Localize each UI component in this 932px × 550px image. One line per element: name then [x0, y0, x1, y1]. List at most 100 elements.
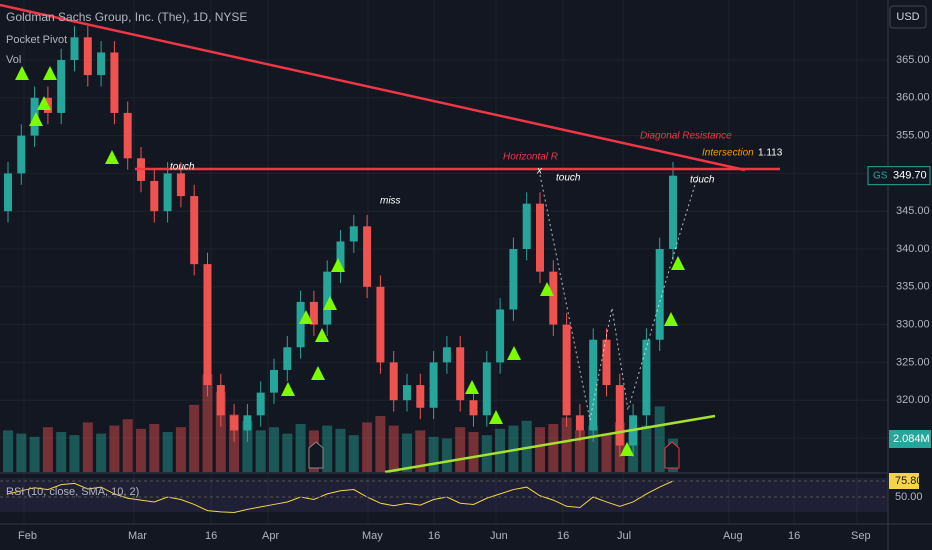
volume-bar: [295, 424, 306, 472]
candle-body: [230, 415, 239, 431]
volume-bar: [561, 417, 572, 472]
candle-body: [589, 339, 598, 431]
candle-body: [349, 226, 358, 242]
volume-bar: [588, 425, 599, 472]
candle-body: [176, 173, 185, 197]
pattern-path: [539, 174, 699, 421]
last-symbol: GS: [873, 170, 888, 181]
volume-bar: [242, 420, 253, 472]
candle-body: [216, 385, 225, 416]
candle-body: [283, 347, 292, 370]
price-tick-label: 320.00: [896, 394, 930, 406]
currency-label: USD: [896, 11, 919, 23]
candle-body: [536, 203, 544, 272]
candle-body: [615, 385, 624, 446]
volume-label: Vol: [6, 54, 21, 66]
candle-body: [655, 249, 664, 340]
annotation: Diagonal Resistance: [640, 131, 732, 142]
volume-bar: [535, 427, 545, 472]
candle-body: [309, 301, 318, 325]
candle-body: [575, 415, 584, 431]
price-tick-label: 325.00: [896, 356, 930, 368]
date-label: Sep: [851, 530, 871, 542]
date-label: Mar: [128, 530, 147, 542]
volume-bar: [468, 432, 479, 472]
candle-body: [150, 180, 159, 212]
date-label: Jul: [617, 530, 631, 542]
volume-bar: [654, 406, 665, 472]
volume-bar: [255, 430, 266, 472]
annotation: x: [536, 166, 543, 177]
volume-bar: [149, 424, 160, 472]
volume-bar: [229, 414, 240, 472]
candle-body: [602, 339, 611, 386]
candle-body: [203, 264, 212, 386]
last-price-badge: [867, 166, 931, 186]
candle-body: [456, 347, 465, 401]
volume-bar: [136, 428, 146, 472]
last-volume-badge: [889, 430, 931, 448]
price-tick-label: 335.00: [896, 281, 930, 293]
annotation: touch: [170, 162, 195, 173]
candle-body: [70, 37, 79, 60]
date-label: Jun: [490, 530, 508, 542]
volume-bar: [322, 425, 333, 472]
candle-body: [270, 369, 278, 393]
candle-body: [323, 271, 332, 325]
candle-body: [642, 339, 651, 416]
date-label: 16: [205, 530, 217, 542]
volume-bar: [375, 416, 386, 472]
candle-body: [562, 324, 571, 416]
candle-body: [669, 175, 677, 249]
volume-bar: [29, 436, 40, 472]
symbol-title: Goldman Sachs Group, Inc. (The), 1D, NYS…: [6, 10, 247, 24]
annotation: Intersection: [702, 148, 754, 159]
candle-body: [163, 173, 172, 212]
price-tick-label: 355.00: [896, 130, 930, 142]
candle-body: [482, 362, 491, 416]
volume-bar: [269, 427, 279, 472]
price-tick-label: 345.00: [896, 205, 930, 217]
volume-bar: [189, 404, 200, 472]
rsi-tick-label: 75.80: [895, 475, 923, 487]
volume-bar: [428, 436, 439, 472]
volume-bar: [16, 433, 27, 472]
annotation: miss: [380, 196, 401, 207]
volume-bar: [495, 428, 506, 472]
volume-bar: [415, 430, 426, 472]
rsi-line: [7, 480, 674, 514]
date-label: Apr: [262, 530, 279, 542]
axes: 365.00360.00355.00350.00345.00340.00335.…: [18, 54, 931, 542]
volume-bar: [402, 433, 412, 472]
price-tick-label: 365.00: [896, 54, 930, 66]
support-line: [384, 414, 716, 474]
candle-body: [442, 347, 451, 363]
candle-body: [57, 60, 66, 113]
rsi-tick-label: 50.00: [895, 491, 923, 503]
candle-body: [469, 400, 478, 416]
candle-body: [256, 392, 265, 416]
volume-bar: [82, 422, 93, 472]
volume-bar: [441, 438, 452, 472]
earnings-icons: [308, 441, 680, 469]
candle-body: [376, 286, 385, 363]
volume-bar: [362, 422, 373, 472]
rsi-pane: [0, 480, 888, 514]
volume-bar: [162, 432, 173, 472]
candle-body: [17, 135, 26, 174]
candle-body: [549, 271, 558, 325]
volume-bar: [175, 427, 186, 472]
volume-bar: [3, 430, 13, 472]
candle-body: [416, 385, 425, 408]
volume-bar: [122, 419, 133, 472]
annotation: touch: [690, 175, 715, 186]
currency-button[interactable]: [889, 5, 927, 29]
candle-body: [97, 52, 106, 76]
date-label: Aug: [723, 530, 743, 542]
last-volume: 2.084M: [893, 433, 930, 445]
volume-bar: [109, 425, 120, 472]
volume-bar: [601, 433, 612, 472]
candle-body: [123, 112, 132, 159]
rsi-band: [0, 478, 888, 512]
candle-body: [336, 241, 345, 272]
